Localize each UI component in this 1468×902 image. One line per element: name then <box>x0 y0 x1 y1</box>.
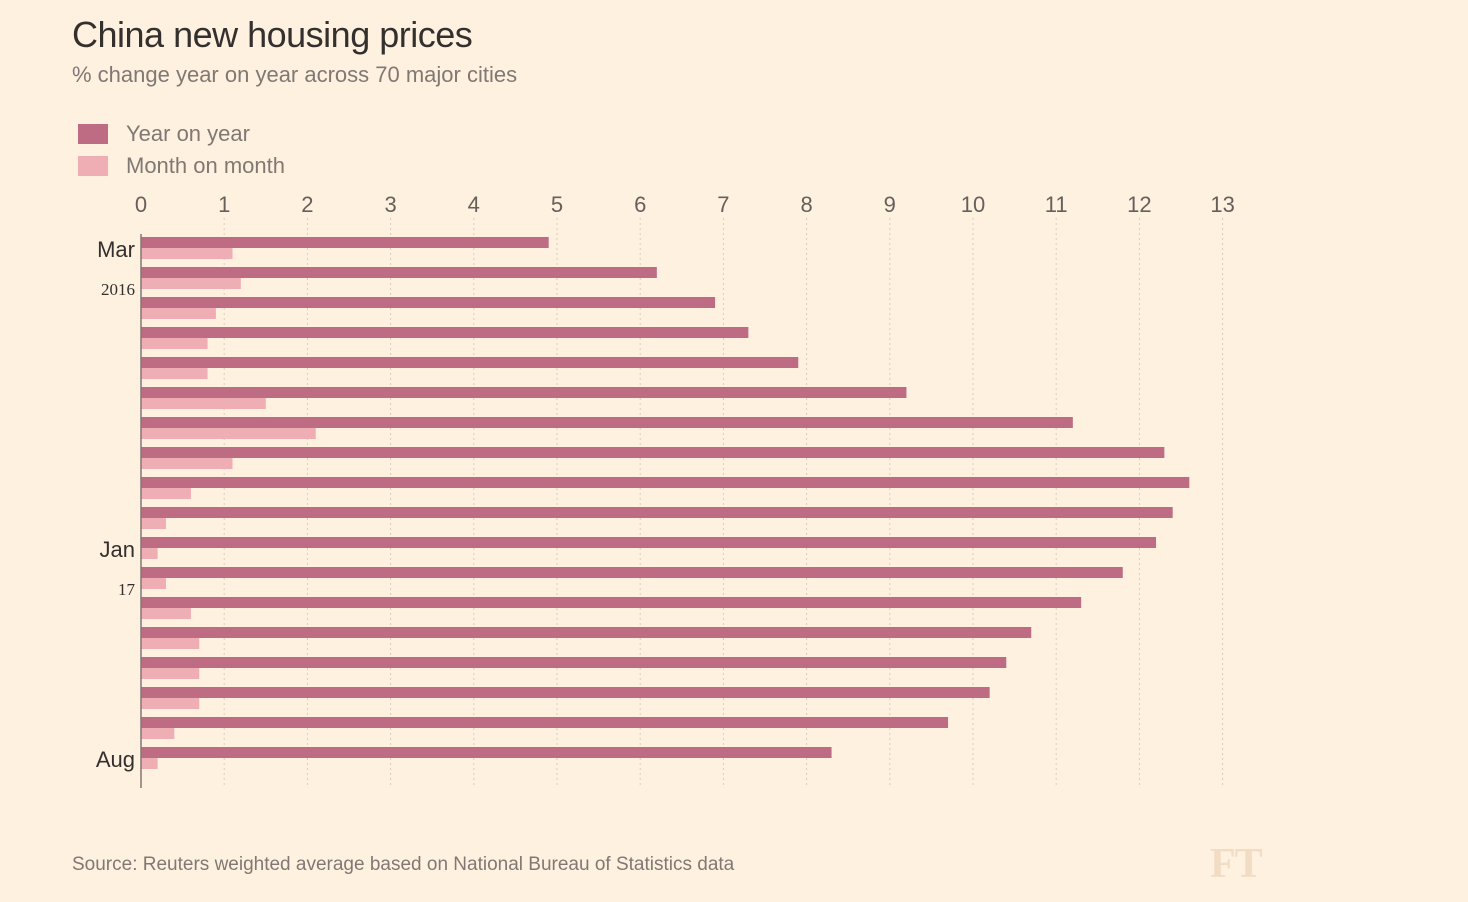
bar-year-on-year-sep-2016 <box>141 417 1073 428</box>
bar-month-on-month-nov-2016 <box>141 488 191 499</box>
x-tick-label-4: 4 <box>468 192 480 217</box>
bar-month-on-month-apr-2017 <box>141 638 200 649</box>
bar-month-on-month-aug-2017 <box>141 758 158 769</box>
bar-month-on-month-jun-2016 <box>141 338 208 349</box>
bar-year-on-year-mar-2016 <box>141 237 549 248</box>
bar-month-on-month-may-2016 <box>141 308 216 319</box>
bar-month-on-month-mar-2017 <box>141 608 191 619</box>
legend-item-year-on-year: Year on year <box>78 118 285 150</box>
x-tick-label-7: 7 <box>717 192 729 217</box>
x-tick-label-0: 0 <box>135 192 147 217</box>
y-label-aug-2017: Aug <box>96 747 135 772</box>
legend-item-month-on-month: Month on month <box>78 150 285 182</box>
bar-month-on-month-feb-2017 <box>141 578 166 589</box>
y-sublabel-mar-2016: 2016 <box>101 280 135 299</box>
bar-month-on-month-dec-2016 <box>141 518 166 529</box>
x-tick-label-9: 9 <box>884 192 896 217</box>
x-tick-label-8: 8 <box>800 192 812 217</box>
bar-year-on-year-jul-2016 <box>141 357 799 368</box>
bar-month-on-month-jun-2017 <box>141 698 200 709</box>
chart-subtitle: % change year on year across 70 major ci… <box>72 62 518 87</box>
bar-year-on-year-nov-2016 <box>141 477 1190 488</box>
bar-year-on-year-may-2017 <box>141 657 1007 668</box>
x-tick-label-6: 6 <box>634 192 646 217</box>
bar-month-on-month-oct-2016 <box>141 458 233 469</box>
bar-month-on-month-jul-2016 <box>141 368 208 379</box>
bar-year-on-year-aug-2017 <box>141 747 832 758</box>
bar-year-on-year-feb-2017 <box>141 567 1123 578</box>
bar-month-on-month-sep-2016 <box>141 428 316 439</box>
bar-month-on-month-jan-2017 <box>141 548 158 559</box>
x-tick-label-3: 3 <box>384 192 396 217</box>
x-tick-label-12: 12 <box>1127 192 1151 217</box>
y-label-mar-2016: Mar <box>97 237 135 262</box>
x-tick-label-2: 2 <box>301 192 313 217</box>
y-sublabel-jan-2017: 17 <box>118 580 136 599</box>
y-label-jan-2017: Jan <box>100 537 135 562</box>
bar-year-on-year-apr-2017 <box>141 627 1032 638</box>
source-note: Source: Reuters weighted average based o… <box>72 854 735 875</box>
bar-year-on-year-jul-2017 <box>141 717 949 728</box>
legend-label-year-on-year: Year on year <box>126 121 250 146</box>
x-tick-label-5: 5 <box>551 192 563 217</box>
ft-logo: FT <box>1210 841 1263 887</box>
x-tick-label-10: 10 <box>961 192 985 217</box>
bar-year-on-year-apr-2016 <box>141 267 657 278</box>
chart-title: China new housing prices <box>72 14 473 55</box>
legend-label-month-on-month: Month on month <box>126 153 285 178</box>
x-tick-label-1: 1 <box>218 192 230 217</box>
legend-swatch-year-on-year <box>78 124 108 144</box>
bar-year-on-year-oct-2016 <box>141 447 1165 458</box>
bar-month-on-month-apr-2016 <box>141 278 241 289</box>
bar-year-on-year-aug-2016 <box>141 387 907 398</box>
legend-swatch-month-on-month <box>78 156 108 176</box>
bar-month-on-month-may-2017 <box>141 668 200 679</box>
x-tick-label-13: 13 <box>1210 192 1234 217</box>
bar-year-on-year-may-2016 <box>141 297 716 308</box>
bar-year-on-year-jun-2016 <box>141 327 749 338</box>
bar-month-on-month-aug-2016 <box>141 398 266 409</box>
legend: Year on year Month on month <box>78 118 285 182</box>
x-tick-label-11: 11 <box>1045 192 1068 217</box>
bar-year-on-year-jun-2017 <box>141 687 990 698</box>
bar-month-on-month-mar-2016 <box>141 248 233 259</box>
bar-year-on-year-jan-2017 <box>141 537 1157 548</box>
bar-month-on-month-jul-2017 <box>141 728 175 739</box>
bar-year-on-year-dec-2016 <box>141 507 1173 518</box>
bar-year-on-year-mar-2017 <box>141 597 1082 608</box>
